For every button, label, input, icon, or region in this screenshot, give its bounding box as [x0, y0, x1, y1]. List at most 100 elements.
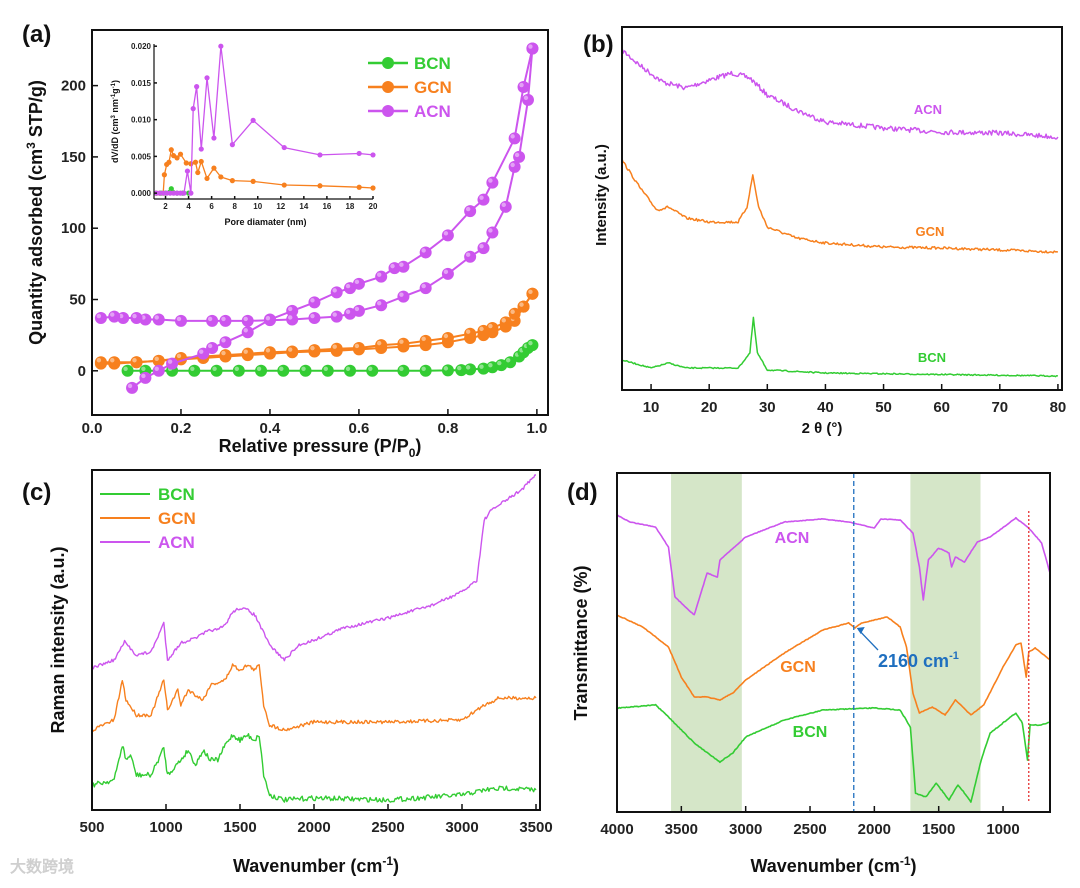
series-acn-marker: [330, 310, 343, 323]
inset-series-gcn-marker: [188, 161, 194, 167]
x-tick-label: 6: [209, 202, 214, 211]
inset-series-gcn-marker: [168, 147, 174, 153]
marker-highlight: [154, 366, 159, 371]
series-gcn-marker: [397, 337, 410, 350]
series-acn-marker: [477, 242, 490, 255]
series-gcn-marker: [441, 332, 454, 344]
marker-highlight: [132, 358, 137, 363]
marker-highlight: [421, 283, 426, 289]
marker-highlight: [354, 343, 360, 349]
series-gcn-marker: [477, 324, 490, 337]
series-bcn-raman-line: [92, 733, 537, 803]
series-acn-marker: [344, 282, 357, 295]
series-bcn-marker: [464, 363, 477, 376]
inset-series-acn-marker: [218, 43, 224, 49]
x-tick-label: 2000: [858, 821, 891, 838]
marker-highlight: [345, 283, 351, 289]
inset-x-axis-title: Pore diamater (nm): [224, 217, 306, 227]
panel-b-x-axis-title: 2 θ (°): [802, 420, 843, 437]
inset-series-acn-marker: [194, 84, 200, 90]
series-bcn-marker: [277, 364, 290, 377]
series-bcn-marker: [232, 364, 245, 377]
marker-highlight: [479, 195, 484, 200]
series-acn-marker: [174, 314, 187, 327]
marker-highlight: [519, 302, 524, 307]
inset-series-bcn-marker: [168, 186, 174, 192]
inset-series-gcn-marker: [192, 159, 199, 165]
x-tick-label: 60: [933, 399, 950, 416]
x-tick-label: 0.2: [171, 420, 192, 437]
marker-highlight: [528, 340, 533, 346]
x-tick-label: 4000: [600, 821, 633, 838]
series-acn-marker: [117, 312, 130, 325]
marker-highlight: [199, 349, 204, 354]
marker-highlight: [96, 358, 102, 363]
marker-highlight: [310, 313, 315, 319]
panel-d-label: (d): [567, 479, 598, 506]
y-tick-label: 0.015: [131, 79, 152, 88]
series-acn-marker: [94, 312, 107, 325]
series-gcn-marker: [508, 307, 521, 320]
y-tick-label: 0.020: [131, 42, 152, 51]
x-tick-label: 2500: [793, 821, 826, 838]
x-tick-label: 40: [817, 399, 834, 416]
series-gcn-marker: [219, 349, 232, 362]
series-bcn-marker: [255, 364, 268, 377]
marker-highlight: [501, 318, 506, 323]
inset-series-acn-marker: [190, 106, 196, 112]
series-bcn-marker: [526, 339, 539, 352]
x-tick-label: 1.0: [526, 420, 547, 437]
marker-highlight: [528, 289, 533, 294]
x-tick-label: 8: [232, 202, 237, 211]
series-acn-marker: [219, 336, 232, 349]
series-acn-marker: [286, 304, 299, 317]
marker-highlight: [376, 272, 382, 277]
series-gcn-marker: [308, 344, 321, 357]
marker-highlight: [457, 365, 462, 371]
y-tick-label: 200: [61, 78, 86, 95]
x-tick-label: 14: [299, 202, 308, 211]
series-acn-marker: [308, 312, 321, 325]
marker-highlight: [323, 366, 328, 371]
marker-highlight: [141, 366, 146, 371]
annotation-2160: 2160 cm-1: [878, 650, 959, 671]
legend-label-acn: ACN: [414, 102, 451, 121]
legend-label-acn: ACN: [158, 533, 195, 552]
series-label-gcn: GCN: [916, 224, 945, 239]
series-acn-desorption-line: [100, 48, 534, 322]
x-tick-label: 1500: [922, 821, 955, 838]
panel-b-axes-frame: [621, 26, 1063, 391]
marker-highlight: [310, 298, 315, 303]
series-acn-marker: [419, 246, 432, 259]
series-acn-marker: [486, 176, 499, 189]
marker-highlight: [279, 366, 284, 371]
inset-series-gcn-marker: [195, 169, 201, 176]
x-tick-label: 2000: [297, 819, 330, 836]
series-acn-marker: [513, 150, 526, 163]
x-tick-label: 3500: [665, 821, 698, 838]
marker-highlight: [234, 366, 240, 371]
x-tick-label: 70: [991, 399, 1008, 416]
series-bcn-marker: [188, 364, 201, 377]
series-label-bcn: BCN: [793, 724, 828, 741]
y-tick-label: 100: [61, 220, 86, 237]
series-gcn-marker: [352, 341, 365, 354]
x-tick-label: 3000: [729, 821, 762, 838]
series-gcn-marker: [375, 339, 388, 352]
marker-highlight: [256, 366, 262, 371]
series-gcn-xrd-line: [621, 158, 1059, 254]
panel-b-label: (b): [583, 31, 614, 58]
series-gcn-marker: [526, 287, 539, 300]
inset-y-axis-title: dV/dD (cm3 nm-1g-1): [110, 80, 120, 163]
x-tick-label: 1000: [986, 821, 1019, 838]
series-acn-marker: [152, 313, 165, 326]
series-label-acn: ACN: [914, 102, 942, 117]
marker-highlight: [501, 202, 506, 208]
series-acn-marker: [499, 200, 512, 213]
marker-highlight: [243, 316, 248, 322]
marker-highlight: [354, 306, 360, 312]
legend-marker-acn: [382, 105, 394, 117]
series-acn-marker: [508, 132, 521, 145]
series-acn-marker: [477, 193, 490, 206]
